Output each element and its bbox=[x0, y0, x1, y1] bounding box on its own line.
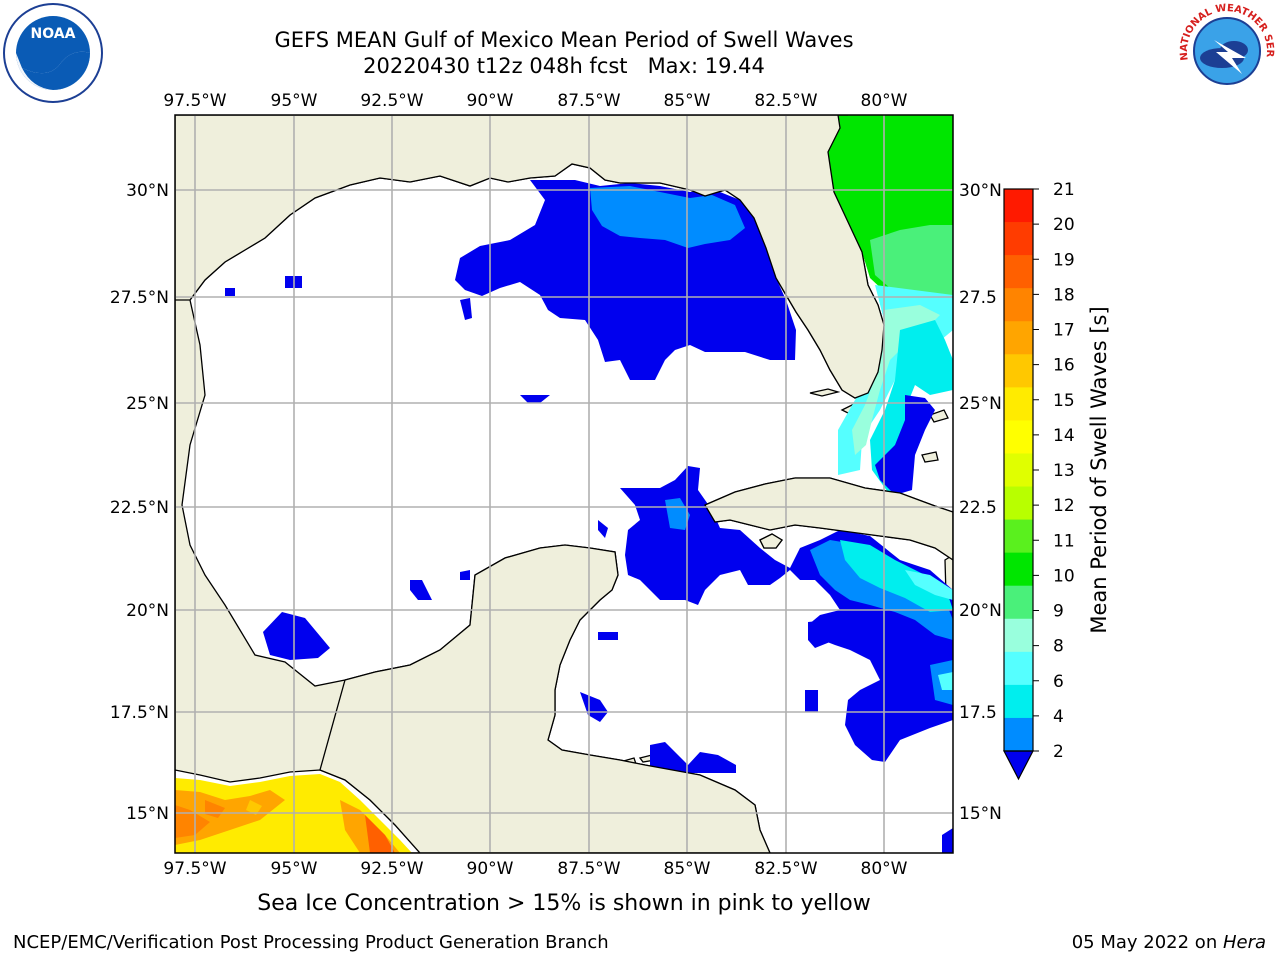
colorbar-tick-label: 13 bbox=[1053, 461, 1075, 481]
credit-date: 05 May 2022 on Hera bbox=[1072, 932, 1266, 953]
colorbar-segment bbox=[1004, 618, 1033, 653]
colorbar-tick-label: 18 bbox=[1053, 285, 1075, 305]
colorbar-tick-label: 2 bbox=[1053, 742, 1064, 762]
colorbar-extend-triangle bbox=[1003, 750, 1034, 781]
colorbar-segment bbox=[1004, 684, 1033, 719]
colorbar: 21 20 19 18 17 16 15 14 13 12 11 10 9 8 6 4 2 bbox=[1003, 180, 1075, 781]
colorbar-segment bbox=[1004, 453, 1033, 488]
lon-label-bottom: 95°W bbox=[271, 859, 318, 879]
colorbar-segment bbox=[1004, 255, 1033, 289]
lon-labels-bottom: 97.5°W 95°W 92.5°W 90°W 87.5°W 85°W 82.5… bbox=[163, 859, 907, 879]
colorbar-segment bbox=[1004, 189, 1033, 223]
credit-host: Hera bbox=[1222, 932, 1266, 953]
lat-label-right: 15°N bbox=[959, 804, 1002, 824]
colorbar-segment bbox=[1004, 222, 1033, 256]
lon-label-bottom: 80°W bbox=[861, 859, 908, 879]
colorbar-segment bbox=[1004, 552, 1033, 587]
lon-label-bottom: 92.5°W bbox=[360, 859, 423, 879]
lat-label-left: 30°N bbox=[126, 181, 169, 201]
lon-label-bottom: 87.5°W bbox=[557, 859, 620, 879]
colorbar-tick-label: 4 bbox=[1053, 707, 1064, 727]
lat-labels-left: 30°N 27.5°N 25°N 22.5°N 20°N 17.5°N 15°N bbox=[110, 181, 169, 824]
lat-label-right: 20°N bbox=[959, 601, 1002, 621]
sea-ice-note: Sea Ice Concentration > 15% is shown in … bbox=[257, 891, 871, 916]
chart-subtitle: 20220430 t12z 048h fcst Max: 19.44 bbox=[363, 54, 765, 78]
colorbar-tick-label: 8 bbox=[1053, 637, 1064, 657]
lon-label-bottom: 82.5°W bbox=[754, 859, 817, 879]
campeche-swell bbox=[263, 570, 470, 660]
colorbar-tick-label: 21 bbox=[1053, 180, 1075, 200]
colorbar-tick-label: 16 bbox=[1053, 356, 1075, 376]
atlantic-swell bbox=[828, 115, 953, 495]
lat-label-left: 27.5°N bbox=[110, 288, 169, 308]
colorbar-tick-label: 9 bbox=[1053, 602, 1064, 622]
colorbar-tick-label: 20 bbox=[1053, 215, 1075, 235]
lon-label-top: 82.5°W bbox=[754, 91, 817, 111]
noaa-logo: NOAA bbox=[3, 3, 103, 103]
colorbar-tick-label: 6 bbox=[1053, 672, 1064, 692]
lon-label-top: 87.5°W bbox=[557, 91, 620, 111]
lat-label-left: 15°N bbox=[126, 804, 169, 824]
colorbar-segment bbox=[1004, 486, 1033, 521]
colorbar-tick-label: 19 bbox=[1053, 250, 1075, 270]
nws-logo: NATIONAL WEATHER SERVICE bbox=[1176, 0, 1275, 99]
lon-label-top: 85°W bbox=[664, 91, 711, 111]
lat-label-right: 27.5 bbox=[959, 288, 997, 308]
colorbar-tick-label: 10 bbox=[1053, 566, 1075, 586]
colorbar-tick-label: 11 bbox=[1053, 531, 1075, 551]
colorbar-label: Mean Period of Swell Waves [s] bbox=[1087, 306, 1111, 633]
lon-label-top: 92.5°W bbox=[360, 91, 423, 111]
lon-label-top: 97.5°W bbox=[163, 91, 226, 111]
lon-labels-top: 97.5°W 95°W 92.5°W 90°W 87.5°W 85°W 82.5… bbox=[163, 91, 907, 111]
colorbar-tick-label: 15 bbox=[1053, 391, 1075, 411]
colorbar-tick-label: 14 bbox=[1053, 426, 1075, 446]
colorbar-segment bbox=[1004, 420, 1033, 454]
colorbar-segment bbox=[1004, 321, 1033, 355]
credit-date-text: 05 May 2022 on bbox=[1071, 932, 1223, 953]
caribbean-swell bbox=[580, 466, 953, 853]
northern-gulf-swell bbox=[225, 180, 796, 403]
colorbar-segment bbox=[1004, 585, 1033, 620]
map-frame bbox=[174, 114, 954, 854]
lat-label-right: 22.5 bbox=[959, 498, 997, 518]
lon-label-bottom: 97.5°W bbox=[163, 859, 226, 879]
lon-label-top: 80°W bbox=[861, 91, 908, 111]
lon-label-bottom: 90°W bbox=[467, 859, 514, 879]
colorbar-segment bbox=[1004, 651, 1033, 686]
lat-label-right: 30°N bbox=[959, 181, 1002, 201]
lon-label-top: 95°W bbox=[271, 91, 318, 111]
lat-label-left: 25°N bbox=[126, 394, 169, 414]
colorbar-tick-label: 12 bbox=[1053, 496, 1075, 516]
lat-label-right: 17.5 bbox=[959, 703, 997, 723]
lat-labels-right: 30°N 27.5 25°N 22.5 20°N 17.5 15°N bbox=[959, 181, 1002, 824]
credit-organization: NCEP/EMC/Verification Post Processing Pr… bbox=[13, 932, 609, 953]
lon-label-bottom: 85°W bbox=[664, 859, 711, 879]
lat-label-right: 25°N bbox=[959, 394, 1002, 414]
colorbar-segment bbox=[1004, 519, 1033, 554]
colorbar-segment bbox=[1004, 717, 1033, 752]
chart-title: GEFS MEAN Gulf of Mexico Mean Period of … bbox=[274, 28, 854, 52]
florida-keys bbox=[809, 388, 841, 397]
land-overlay bbox=[175, 115, 953, 853]
colorbar-segment bbox=[1004, 387, 1033, 421]
colorbar-segment bbox=[1004, 288, 1033, 322]
lat-label-left: 22.5°N bbox=[110, 498, 169, 518]
lat-label-left: 20°N bbox=[126, 601, 169, 621]
colorbar-tick-label: 17 bbox=[1053, 321, 1075, 341]
gridlines bbox=[175, 115, 953, 853]
colorbar-segment bbox=[1004, 354, 1033, 388]
map-area bbox=[175, 115, 953, 853]
lon-label-top: 90°W bbox=[467, 91, 514, 111]
lat-label-left: 17.5°N bbox=[110, 703, 169, 723]
noaa-logo-text: NOAA bbox=[31, 26, 76, 42]
